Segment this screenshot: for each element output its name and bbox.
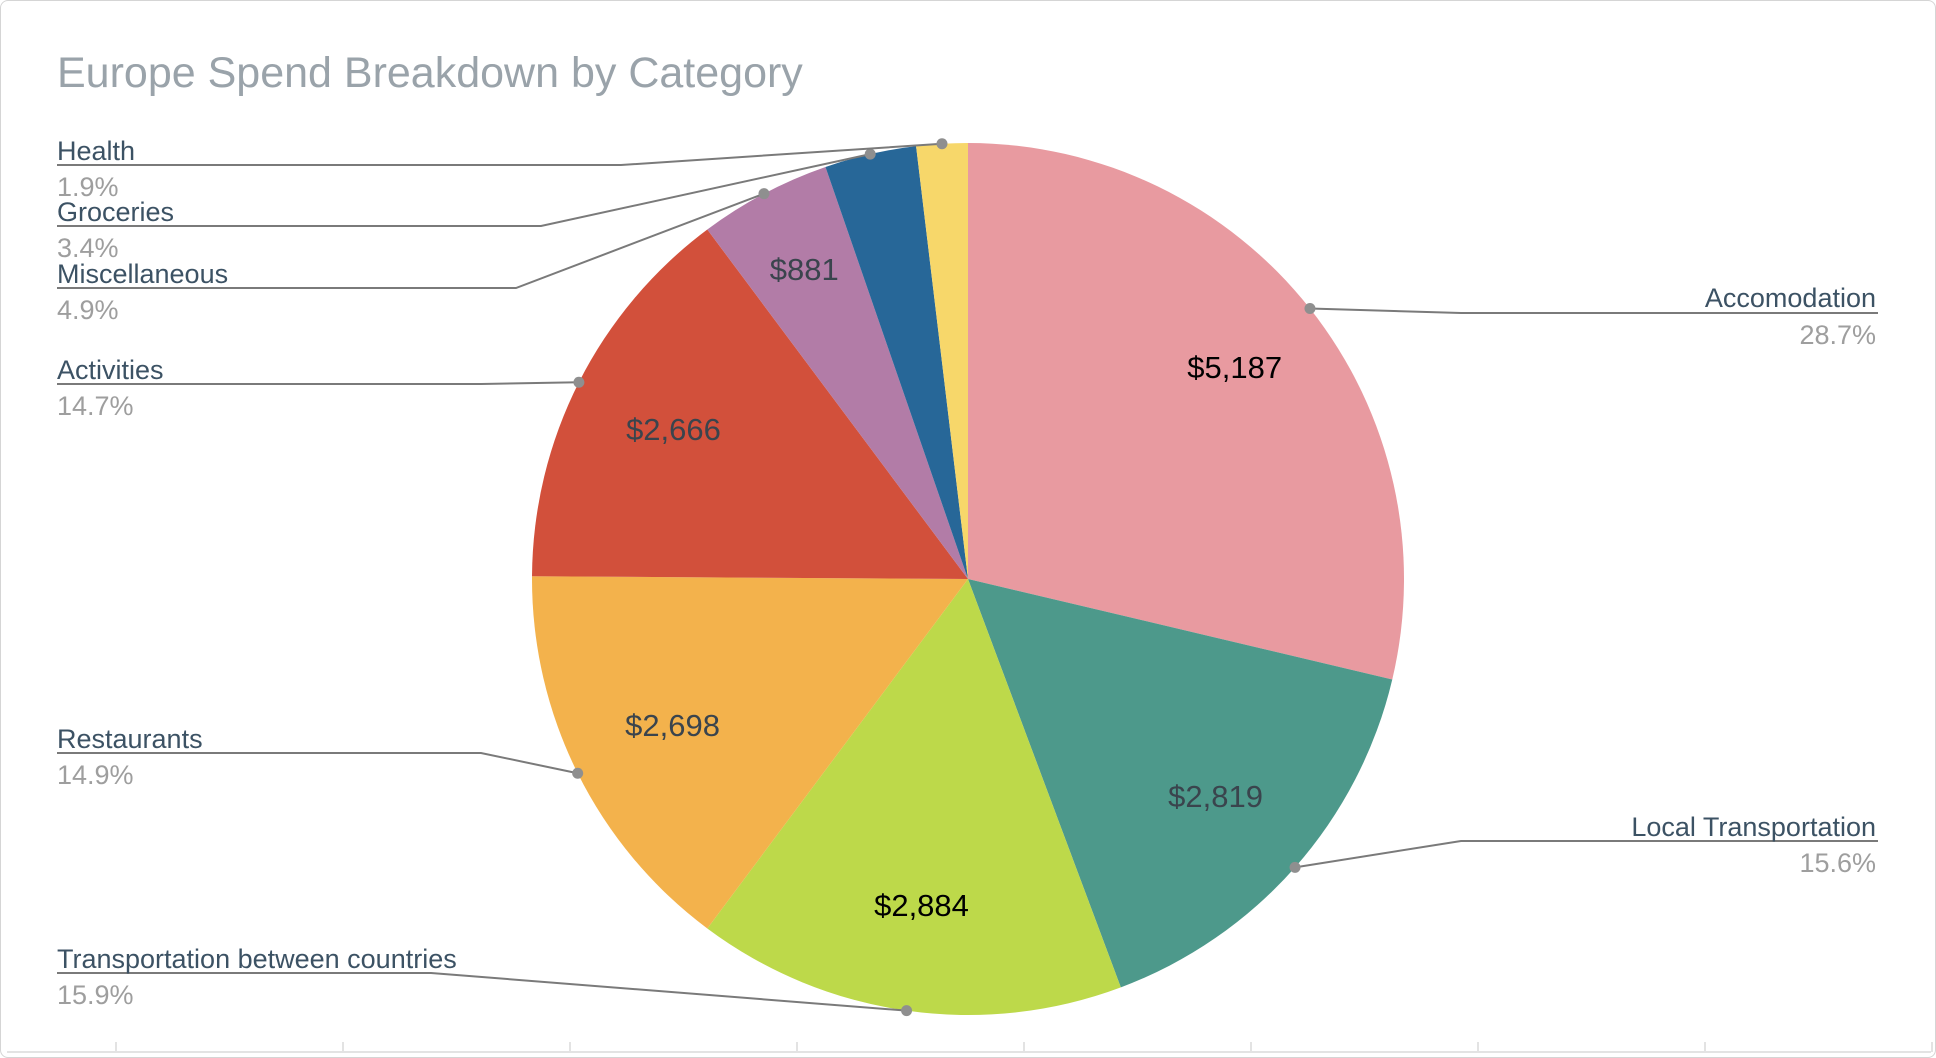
leader-line — [57, 752, 578, 775]
category-label: Local Transportation — [1631, 812, 1876, 842]
leader-line — [1294, 840, 1878, 869]
leader-dot — [758, 188, 770, 200]
leader-dot — [901, 1005, 913, 1017]
leader-dot — [864, 148, 876, 160]
leader-line — [57, 381, 579, 385]
value-label: $881 — [769, 251, 839, 287]
pie-slice-7[interactable] — [916, 143, 968, 579]
leader-line — [57, 153, 871, 227]
value-label: $2,819 — [1168, 779, 1263, 815]
category-label: Restaurants — [57, 724, 203, 754]
percent-label: 14.9% — [57, 760, 134, 790]
category-label: Accomodation — [1704, 283, 1876, 313]
pie-slice-3[interactable] — [532, 576, 968, 929]
pie-slice-5[interactable] — [707, 166, 968, 579]
leader-line — [57, 142, 943, 166]
leader-dot — [936, 138, 948, 150]
category-label: Miscellaneous — [57, 259, 229, 289]
percent-label: 3.4% — [57, 233, 119, 263]
pie-slice-1[interactable] — [968, 579, 1393, 988]
percent-label: 15.9% — [57, 980, 134, 1010]
pie-slice-0[interactable] — [968, 143, 1404, 680]
category-label: Groceries — [57, 197, 175, 227]
value-label: $2,666 — [626, 412, 721, 448]
leader-dot — [1289, 861, 1301, 873]
value-label: $2,698 — [625, 708, 720, 744]
category-label: Transportation between countries — [57, 944, 457, 974]
value-label: $5,187 — [1187, 350, 1283, 386]
category-label: Activities — [57, 355, 164, 385]
chart-title: Europe Spend Breakdown by Category — [57, 49, 803, 97]
percent-label: 28.7% — [1799, 320, 1876, 350]
leader-line — [57, 192, 765, 289]
percent-label: 1.9% — [57, 172, 119, 202]
leader-dot — [573, 376, 585, 388]
pie-slice-4[interactable] — [532, 229, 968, 580]
percent-label: 14.7% — [57, 391, 134, 421]
category-label: Health — [57, 136, 136, 166]
leader-line — [57, 972, 907, 1012]
pie-slice-2[interactable] — [707, 579, 1121, 1016]
leader-dot — [572, 767, 584, 779]
percent-label: 4.9% — [57, 295, 119, 325]
value-label: $2,884 — [874, 887, 969, 923]
pie-slice-6[interactable] — [825, 146, 968, 579]
leader-dot — [1304, 303, 1316, 315]
percent-label: 15.6% — [1799, 848, 1876, 878]
leader-line — [1309, 307, 1878, 314]
